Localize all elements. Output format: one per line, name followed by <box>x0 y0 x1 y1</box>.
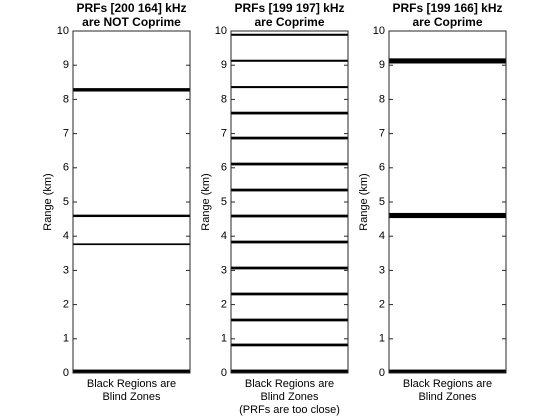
x-axis-label: Black Regions are <box>87 378 176 390</box>
y-tick-label: 5 <box>63 196 69 208</box>
y-tick-label: 2 <box>379 299 385 311</box>
x-axis-label: Black Regions are <box>245 378 334 390</box>
y-tick-label: 8 <box>63 93 69 105</box>
blind-zone <box>389 58 506 64</box>
blind-zone <box>389 369 506 373</box>
blind-zone <box>231 369 348 373</box>
blind-zone <box>231 136 348 140</box>
blind-zone <box>231 214 348 218</box>
blind-zone <box>231 111 348 115</box>
y-tick-label: 7 <box>221 128 227 140</box>
blind-zone <box>231 240 348 244</box>
y-tick-label: 6 <box>379 162 385 174</box>
y-tick-label: 10 <box>215 25 227 37</box>
blind-zone <box>231 266 348 270</box>
blind-zone <box>231 162 348 166</box>
y-tick-label: 0 <box>63 367 69 379</box>
y-tick-label: 9 <box>221 59 227 71</box>
x-axis-label: Black Regions are <box>403 378 492 390</box>
chart-title: are Coprime <box>254 15 324 29</box>
chart-title: are NOT Coprime <box>82 15 181 29</box>
y-tick-label: 4 <box>379 230 385 242</box>
y-tick-label: 9 <box>63 59 69 71</box>
axes-background <box>389 31 506 373</box>
blind-zone <box>231 188 348 192</box>
x-axis-label: (PRFs are too close) <box>239 404 340 416</box>
y-tick-label: 10 <box>373 25 385 37</box>
chart-title: PRFs [199 166] kHz <box>392 1 502 15</box>
chart-title: PRFs [200 164] kHz <box>76 1 186 15</box>
y-axis-label: Range (km) <box>358 173 370 230</box>
x-axis-label: Blind Zones <box>260 391 319 403</box>
y-tick-label: 3 <box>221 264 227 276</box>
blind-zone <box>73 243 190 246</box>
y-tick-label: 0 <box>379 367 385 379</box>
chart-title: PRFs [199 197] kHz <box>234 1 344 15</box>
blind-zone <box>231 318 348 322</box>
blind-zone <box>73 369 190 373</box>
y-tick-label: 7 <box>63 128 69 140</box>
blind-zone <box>231 343 348 347</box>
blind-zone <box>231 292 348 296</box>
y-tick-label: 0 <box>221 367 227 379</box>
y-tick-label: 5 <box>221 196 227 208</box>
blind-zone <box>73 88 190 92</box>
blind-zone <box>73 214 190 218</box>
y-tick-label: 7 <box>379 128 385 140</box>
axes-background <box>231 31 348 373</box>
y-tick-label: 1 <box>379 333 385 345</box>
y-tick-label: 2 <box>63 299 69 311</box>
y-axis-label: Range (km) <box>42 173 54 230</box>
y-tick-label: 6 <box>221 162 227 174</box>
y-tick-label: 2 <box>221 299 227 311</box>
y-tick-label: 5 <box>379 196 385 208</box>
y-tick-label: 3 <box>379 264 385 276</box>
y-tick-label: 9 <box>379 59 385 71</box>
y-tick-label: 4 <box>63 230 69 242</box>
blind-zone <box>231 86 348 89</box>
y-tick-label: 4 <box>221 230 227 242</box>
blind-zone <box>389 212 506 219</box>
axes-background <box>73 31 190 373</box>
y-tick-label: 3 <box>63 264 69 276</box>
chart-title: are Coprime <box>412 15 482 29</box>
y-tick-label: 1 <box>63 333 69 345</box>
x-axis-label: Blind Zones <box>102 391 161 403</box>
y-tick-label: 8 <box>221 93 227 105</box>
y-tick-label: 6 <box>63 162 69 174</box>
blind-zone <box>231 33 348 36</box>
y-axis-label: Range (km) <box>200 173 212 230</box>
x-axis-label: Blind Zones <box>418 391 477 403</box>
y-tick-label: 10 <box>57 25 69 37</box>
y-tick-label: 1 <box>221 333 227 345</box>
y-tick-label: 8 <box>379 93 385 105</box>
blind-zone <box>231 59 348 62</box>
